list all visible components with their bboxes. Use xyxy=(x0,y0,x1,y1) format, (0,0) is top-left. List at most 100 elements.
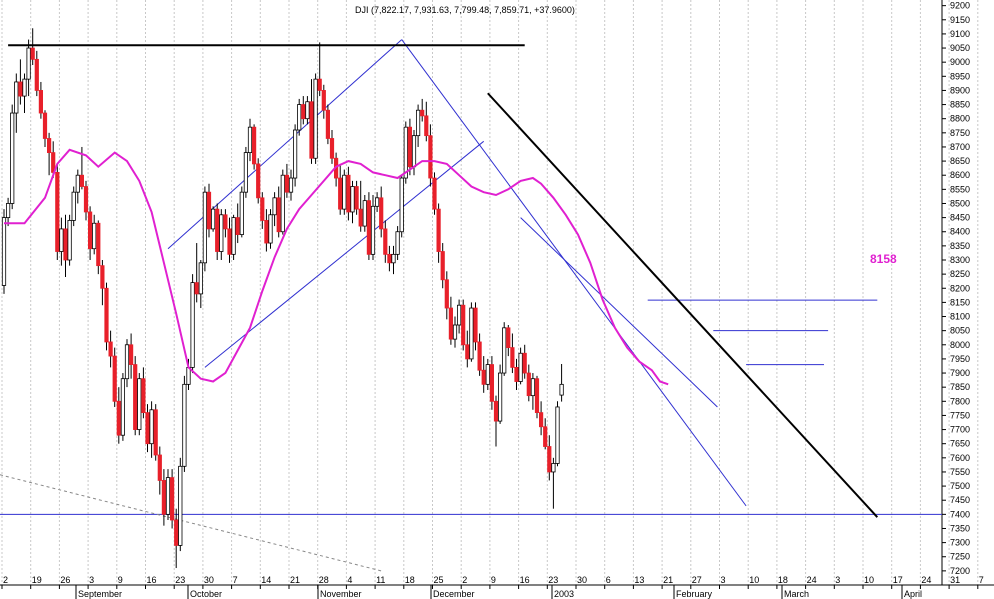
y-tick-label: 8800 xyxy=(950,114,970,124)
y-tick-label: 8750 xyxy=(950,128,970,138)
candle xyxy=(141,367,146,419)
y-tick-label: 8200 xyxy=(950,283,970,293)
candle xyxy=(104,282,109,351)
candle xyxy=(243,146,248,198)
candle xyxy=(165,469,171,520)
candle xyxy=(14,73,19,133)
candle-body xyxy=(502,327,507,374)
candle xyxy=(88,206,93,260)
candle xyxy=(30,28,35,65)
y-tick-label: 8350 xyxy=(950,241,970,251)
x-tick-label: 3 xyxy=(89,575,94,585)
x-tick-label: 17 xyxy=(893,575,903,585)
candle-body xyxy=(403,126,408,179)
candle xyxy=(26,39,31,97)
candle-body xyxy=(284,174,290,193)
x-tick-label: 23 xyxy=(548,575,558,585)
y-tick-label: 8850 xyxy=(950,100,970,110)
candle-body xyxy=(157,454,162,481)
candle xyxy=(514,358,519,390)
candle xyxy=(485,358,490,390)
candle xyxy=(477,333,482,376)
x-tick-label: 3 xyxy=(721,575,726,585)
candle-body xyxy=(346,174,351,213)
y-tick-label: 7500 xyxy=(950,481,970,491)
candle xyxy=(530,373,536,410)
candle-body xyxy=(108,341,113,357)
candle-body xyxy=(407,126,413,168)
candle xyxy=(120,373,125,441)
candle-body xyxy=(362,200,367,227)
candle-body xyxy=(141,378,146,414)
candle xyxy=(383,220,388,263)
candle-body xyxy=(387,253,392,264)
candle-body xyxy=(100,265,105,289)
candle xyxy=(370,195,376,260)
y-tick-label: 7350 xyxy=(950,523,970,533)
candle-body xyxy=(481,369,486,385)
candle-body xyxy=(547,446,552,473)
candle-body xyxy=(374,197,380,207)
moving-average-line xyxy=(4,148,669,386)
x-tick-label: 23 xyxy=(175,575,185,585)
candle xyxy=(448,296,454,345)
candle-body xyxy=(210,208,216,230)
candle-body xyxy=(14,81,19,114)
x-tick-label: 10 xyxy=(864,575,874,585)
candle xyxy=(6,197,11,227)
candle-body xyxy=(506,327,511,349)
candle-body xyxy=(415,109,421,137)
vertical-gridlines xyxy=(0,0,994,586)
candle-body xyxy=(206,191,212,230)
candle xyxy=(465,330,470,368)
candle-body xyxy=(67,220,72,261)
candle xyxy=(391,245,396,275)
candle xyxy=(297,98,302,136)
candle-body xyxy=(350,186,355,213)
channel-line xyxy=(520,217,718,408)
candle-body xyxy=(514,366,519,382)
candle xyxy=(174,508,179,569)
candle-body xyxy=(223,214,228,230)
candle-body xyxy=(358,208,363,227)
candle xyxy=(436,203,441,263)
candle-body xyxy=(518,352,523,382)
candle xyxy=(10,104,15,210)
candle-body xyxy=(264,220,269,244)
candle-body xyxy=(522,352,527,374)
candle xyxy=(522,344,527,379)
candle-body xyxy=(174,519,179,546)
y-tick-label: 8600 xyxy=(950,170,970,180)
candle xyxy=(309,79,314,164)
chart-title: DJI (7,822.17, 7,931.63, 7,799.48, 7,859… xyxy=(355,5,575,15)
y-tick-label: 8400 xyxy=(950,227,970,237)
candle xyxy=(223,209,228,238)
candle-body xyxy=(354,186,359,210)
candle-body xyxy=(6,203,11,219)
lower-dotted-trendline xyxy=(0,474,382,572)
candle xyxy=(108,330,113,368)
candle-body xyxy=(112,355,117,402)
y-tick-label: 8500 xyxy=(950,198,970,208)
candle xyxy=(510,333,515,374)
candles xyxy=(1,28,564,569)
candle-body xyxy=(329,138,335,159)
candle-body xyxy=(190,282,195,368)
x-tick-label: 10 xyxy=(749,575,759,585)
candle-body xyxy=(1,217,7,286)
candle xyxy=(456,299,462,334)
y-tick-label: 8900 xyxy=(950,85,970,95)
candle xyxy=(321,84,326,119)
candle xyxy=(534,375,540,419)
x-tick-label: 19 xyxy=(32,575,42,585)
candle-body xyxy=(133,364,138,430)
candle xyxy=(256,158,261,204)
y-tick-label: 8450 xyxy=(950,213,970,223)
candle xyxy=(157,446,162,495)
candle-body xyxy=(10,112,15,204)
candle xyxy=(133,356,138,436)
channel-line xyxy=(204,140,485,368)
candle xyxy=(194,243,199,303)
x-month-label: April xyxy=(904,589,922,599)
x-tick-label: 18 xyxy=(405,575,415,585)
